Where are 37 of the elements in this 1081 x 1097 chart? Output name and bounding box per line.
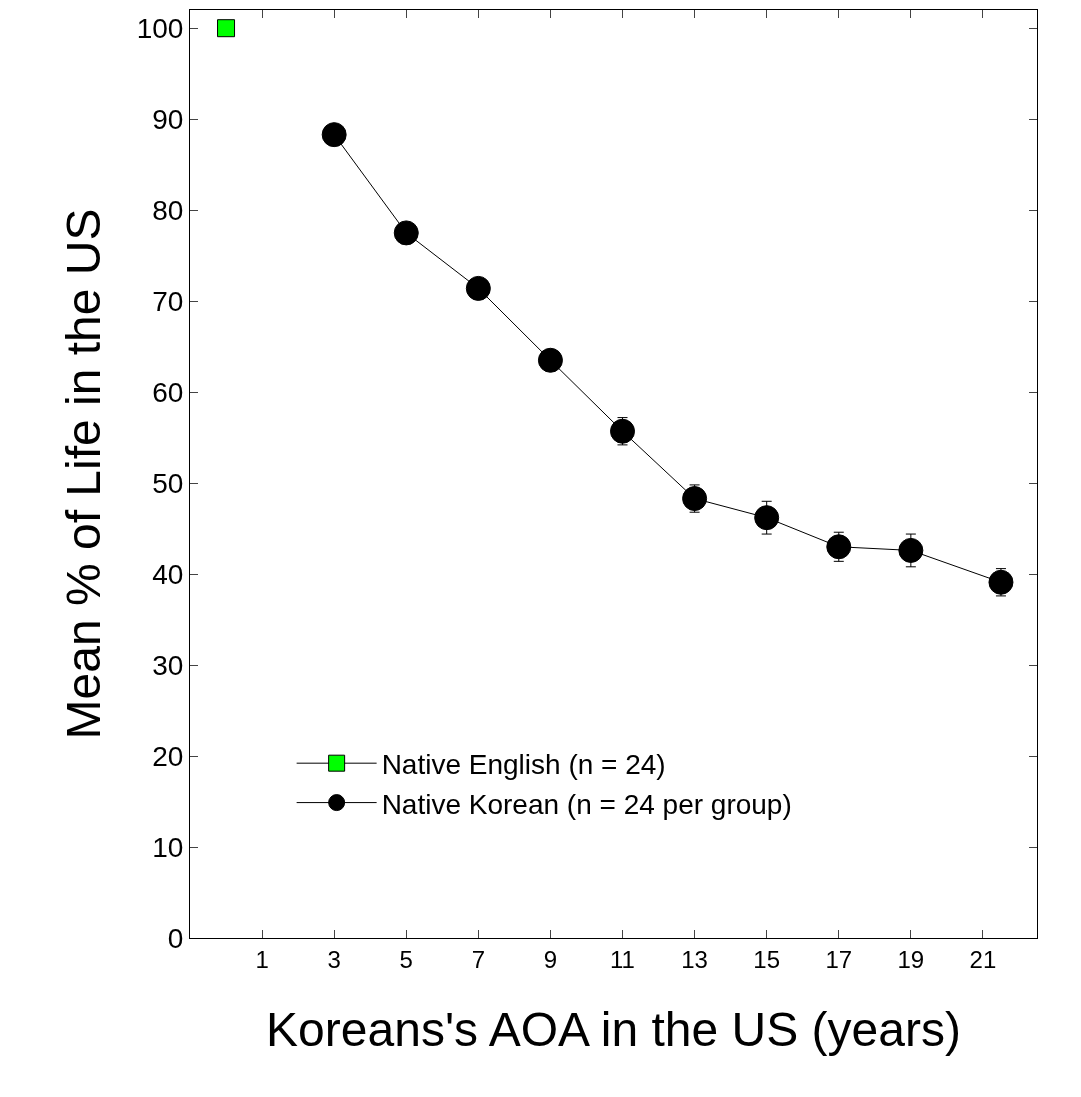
- y-tick-label: 40: [152, 558, 184, 590]
- y-tick-label: 0: [167, 922, 184, 954]
- point: [754, 505, 780, 531]
- y-tick-label: 70: [152, 285, 184, 317]
- x-tick-label: 5: [399, 945, 413, 973]
- x-tick-label: 11: [610, 945, 635, 973]
- x-tick-label: 19: [897, 945, 925, 973]
- point: [610, 418, 636, 444]
- x-axis-title: Koreans's AOA in the US (years): [266, 1002, 961, 1056]
- x-tick-label: 9: [543, 945, 558, 973]
- point: [826, 534, 852, 560]
- x-tick-label: 17: [825, 945, 853, 973]
- x-tick-label: 21: [969, 945, 997, 973]
- point: [217, 19, 236, 38]
- x-tick-label: 7: [471, 945, 486, 973]
- y-axis-title: Mean % of Life in the US: [57, 208, 111, 740]
- legend-label: Native Korean (n = 24 per group): [381, 788, 792, 820]
- y-tick-label: 100: [136, 13, 184, 44]
- legend-label: Native English (n = 24): [381, 749, 666, 781]
- point: [682, 486, 708, 512]
- y-tick-label: 50: [152, 467, 184, 499]
- x-tick-label: 3: [327, 945, 341, 973]
- point: [898, 537, 924, 563]
- x-tick-label: 15: [753, 945, 781, 973]
- point: [393, 220, 419, 246]
- point: [321, 122, 347, 148]
- point: [988, 569, 1014, 595]
- point: [465, 275, 491, 301]
- x-tick-label: 1: [255, 945, 269, 973]
- y-tick-label: 30: [152, 649, 184, 681]
- y-tick-label: 10: [152, 831, 184, 863]
- y-tick-label: 80: [152, 194, 184, 226]
- x-tick-label: 13: [681, 945, 708, 973]
- y-tick-label: 60: [152, 376, 184, 408]
- y-tick-label: 90: [152, 103, 184, 135]
- y-tick-label: 20: [152, 740, 184, 772]
- point: [537, 347, 563, 373]
